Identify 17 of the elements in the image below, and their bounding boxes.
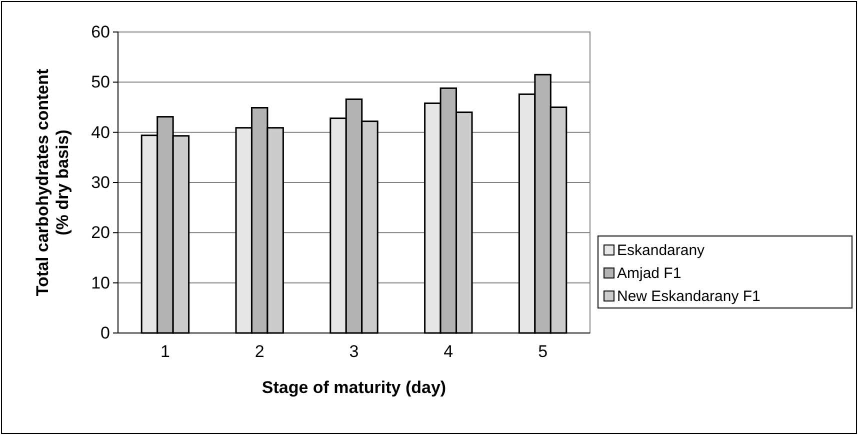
legend-label: Amjad F1 xyxy=(617,265,682,282)
y-tick-label: 10 xyxy=(91,273,110,292)
y-tick-label: 50 xyxy=(91,72,110,92)
x-tick-label: 4 xyxy=(444,342,454,362)
x-tick-label: 3 xyxy=(349,342,359,362)
x-axis-title: Stage of maturity (day) xyxy=(262,378,446,397)
y-tick-label: 30 xyxy=(91,172,110,192)
y-axis-title: Total carbohydrates content (% dry basis) xyxy=(33,68,72,296)
x-tick-label: 2 xyxy=(254,342,264,362)
x-tick-label: 5 xyxy=(538,342,548,362)
legend-label: Eskandarany xyxy=(617,242,706,259)
legend-label: New Eskandarany F1 xyxy=(617,288,760,305)
y-tick-label: 40 xyxy=(91,122,110,142)
y-tick-label: 20 xyxy=(91,223,110,242)
x-tick-label: 1 xyxy=(160,342,170,362)
y-tick-label: 0 xyxy=(100,323,110,342)
y-tick-label: 60 xyxy=(91,22,110,42)
